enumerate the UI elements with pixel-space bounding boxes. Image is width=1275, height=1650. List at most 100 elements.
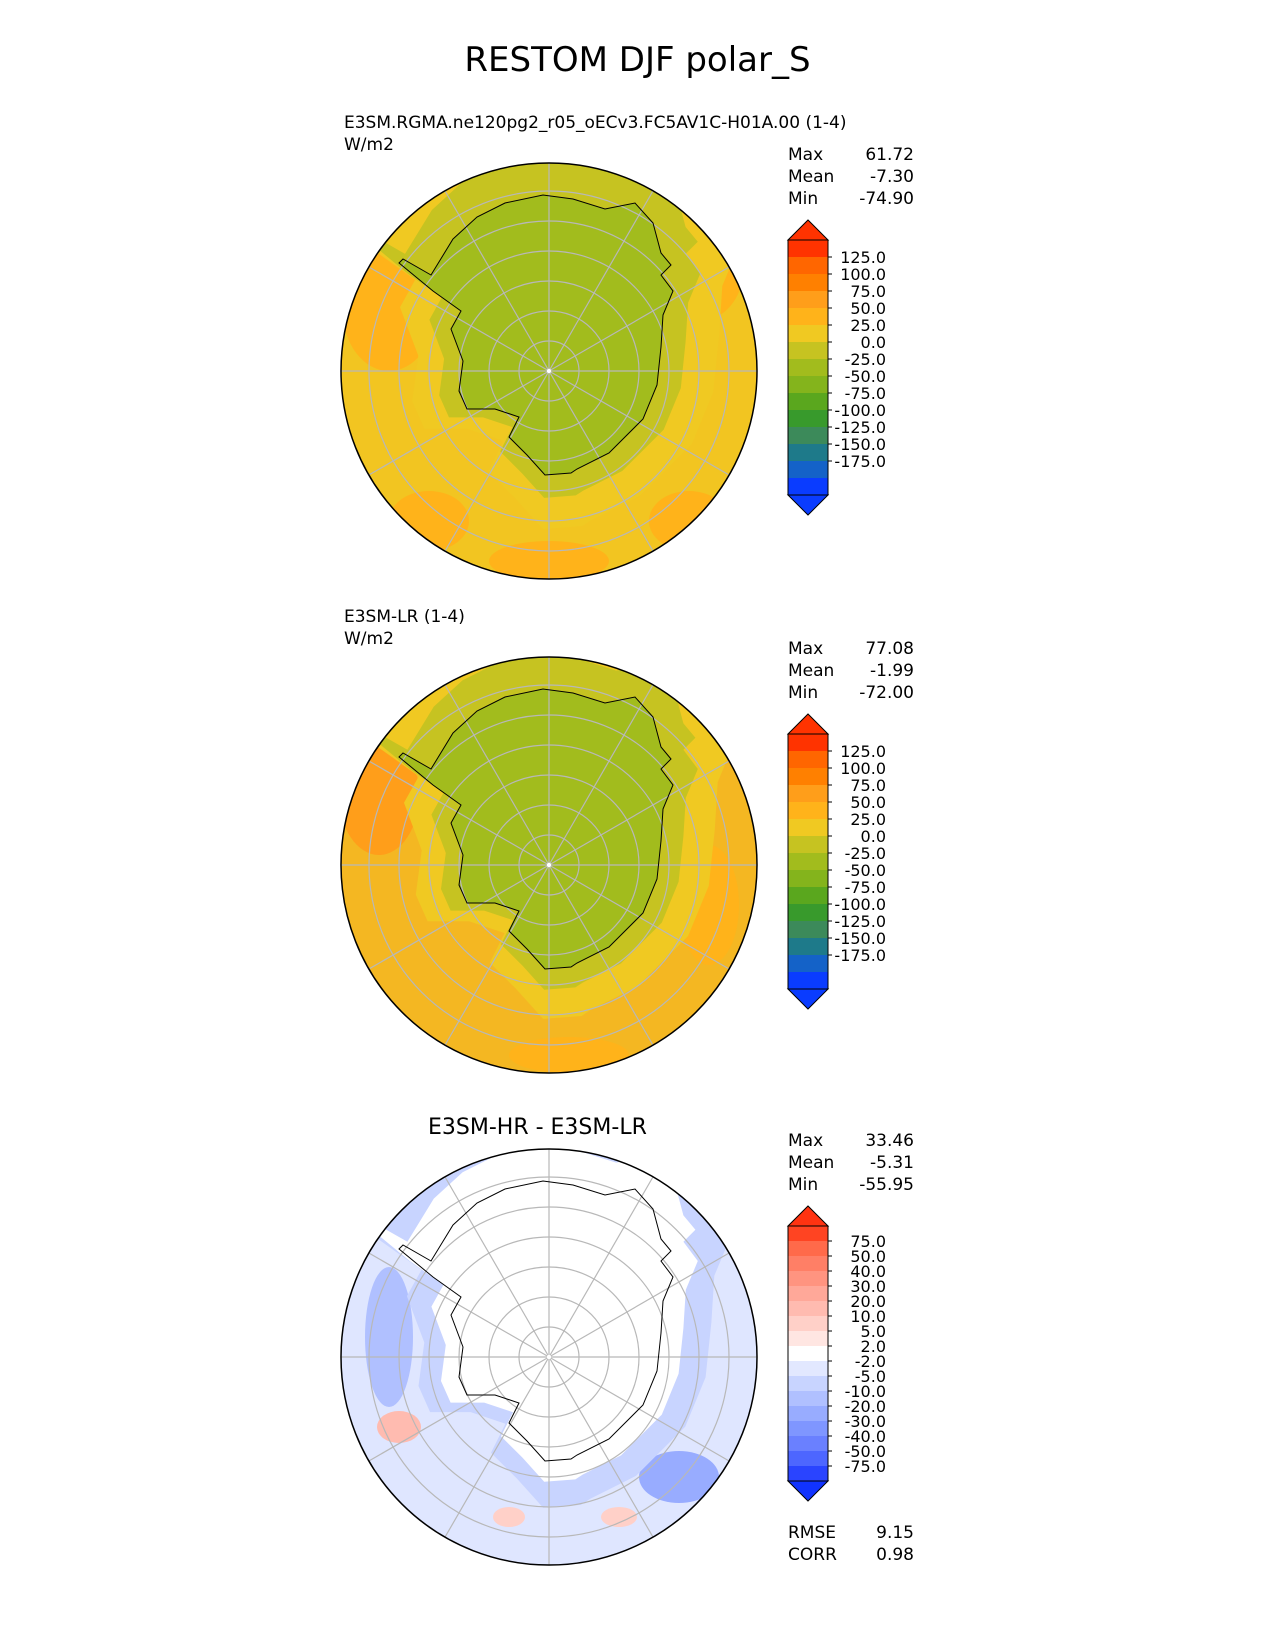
panel-3-metrics: RMSE 9.15 CORR 0.98	[788, 1522, 914, 1566]
colorbar-tick-label: -150.0	[834, 929, 886, 948]
south-pole-marker	[546, 862, 552, 868]
anomaly-region	[639, 1451, 719, 1503]
colorbar-bin	[788, 1376, 828, 1392]
antarctica-coastline	[398, 688, 674, 970]
colorbar-bin	[788, 342, 828, 360]
colorbar-tick-label: -40.0	[845, 1427, 886, 1446]
colorbar-extend-bottom	[786, 988, 830, 1010]
anomaly-region	[377, 1411, 421, 1443]
metric-row-corr: CORR 0.98	[788, 1545, 914, 1565]
colorbar-bin	[788, 1286, 828, 1302]
colorbar-bin	[788, 376, 828, 394]
polar-map-difference	[340, 1148, 758, 1566]
panel-3-heading: E3SM-HR - E3SM-LR	[428, 1115, 647, 1140]
colorbar-tick-label: -175.0	[834, 452, 886, 471]
colorbar-bin	[788, 768, 828, 786]
colorbar-bin	[788, 291, 828, 309]
colorbar-bin	[788, 1331, 828, 1347]
colorbar-bin	[788, 1256, 828, 1272]
colorbar-tick-label: -75.0	[845, 878, 886, 897]
anomaly-region	[649, 491, 729, 551]
colorbar-tick-label: 50.0	[850, 1247, 886, 1266]
colorbar-tick-label: 100.0	[840, 265, 886, 284]
meridian-line	[548, 190, 654, 372]
colorbar-bin	[788, 478, 828, 496]
colorbar-tick-label: -2.0	[855, 1352, 886, 1371]
south-pole-marker	[546, 1354, 552, 1360]
anomaly-region	[601, 1507, 637, 1527]
colorbar-bin	[788, 1346, 828, 1362]
meridian-line	[368, 864, 550, 970]
colorbar-bin	[788, 802, 828, 820]
meridian-line	[444, 190, 550, 372]
colorbar-bin	[788, 444, 828, 462]
colorbar-extend-top	[786, 1205, 830, 1227]
colorbar-bin	[788, 393, 828, 411]
colorbar-tick-label: -125.0	[834, 912, 886, 931]
colorbar-bin	[788, 1361, 828, 1377]
anomaly-region	[493, 1507, 525, 1527]
stat-row-mean: Mean -1.99	[788, 661, 914, 681]
stat-row-max: Max 77.08	[788, 639, 914, 659]
colorbar-test: 125.0100.075.050.025.00.0-25.0-50.0-75.0…	[786, 219, 886, 516]
colorbar-bin	[788, 325, 828, 343]
colorbar-bin	[788, 836, 828, 854]
panel-1-case-name: E3SM.RGMA.ne120pg2_r05_oECv3.FC5AV1C-H01…	[344, 113, 847, 133]
meridian-line	[368, 760, 550, 866]
meridian-line	[548, 864, 654, 1046]
colorbar-tick-label: -75.0	[845, 384, 886, 403]
colorbar-outline	[787, 1225, 829, 1482]
colorbar-bin	[788, 1271, 828, 1287]
stat-row-max: Max 33.46	[788, 1131, 914, 1151]
colorbar-bin	[788, 921, 828, 939]
colorbar-bin	[788, 1226, 828, 1242]
colorbar-bin	[788, 274, 828, 292]
colorbar-bin	[788, 240, 828, 258]
contour-band	[400, 1182, 672, 1460]
colorbar-extend-bottom	[786, 494, 830, 516]
colorbar-tick-label: 0.0	[861, 827, 886, 846]
colorbar-tick-label: -5.0	[855, 1367, 886, 1386]
colorbar-outline	[787, 733, 829, 990]
colorbar-bin	[788, 938, 828, 956]
meridian-line	[444, 1176, 550, 1358]
map-boundary	[340, 656, 758, 1074]
panel-1-stats: Max 61.72 Mean -7.30 Min -74.90	[788, 144, 914, 210]
colorbar-bin	[788, 1406, 828, 1422]
meridian-line	[548, 266, 730, 372]
anomaly-region	[365, 1267, 413, 1407]
colorbar-extend-top	[786, 713, 830, 735]
contour-band	[400, 690, 672, 968]
colorbar-bin	[788, 734, 828, 752]
colorbar-tick-label: -30.0	[845, 1412, 886, 1431]
meridian-line	[368, 1356, 550, 1462]
colorbar-bin	[788, 819, 828, 837]
colorbar-bin	[788, 1301, 828, 1317]
colorbar-tick-label: 20.0	[850, 1292, 886, 1311]
colorbar-tick-label: 40.0	[850, 1262, 886, 1281]
colorbar-tick-label: -100.0	[834, 895, 886, 914]
meridian-line	[368, 266, 550, 372]
colorbar-tick-label: 25.0	[850, 316, 886, 335]
metric-row-rmse: RMSE 9.15	[788, 1523, 914, 1543]
meridian-line	[548, 760, 730, 866]
panel-2-units: W/m2	[344, 629, 394, 649]
map-field	[341, 163, 757, 579]
colorbar-tick-label: -25.0	[845, 844, 886, 863]
polar-map-test	[340, 162, 758, 580]
anomaly-region	[389, 491, 469, 551]
colorbar-tick-label: 75.0	[850, 776, 886, 795]
colorbar-tick-label: -100.0	[834, 401, 886, 420]
map-field	[341, 657, 757, 1073]
colorbar-tick-label: 2.0	[861, 1337, 886, 1356]
stat-row-mean: Mean -5.31	[788, 1153, 914, 1173]
polar-map-reference	[340, 656, 758, 1074]
map-field	[341, 1149, 757, 1565]
colorbar-bin	[788, 359, 828, 377]
meridian-line	[368, 1252, 550, 1358]
colorbar-bin	[788, 427, 828, 445]
colorbar-tick-label: 50.0	[850, 299, 886, 318]
figure-title: RESTOM DJF polar_S	[464, 40, 811, 80]
colorbar-tick-label: -10.0	[845, 1382, 886, 1401]
colorbar-bin	[788, 308, 828, 326]
